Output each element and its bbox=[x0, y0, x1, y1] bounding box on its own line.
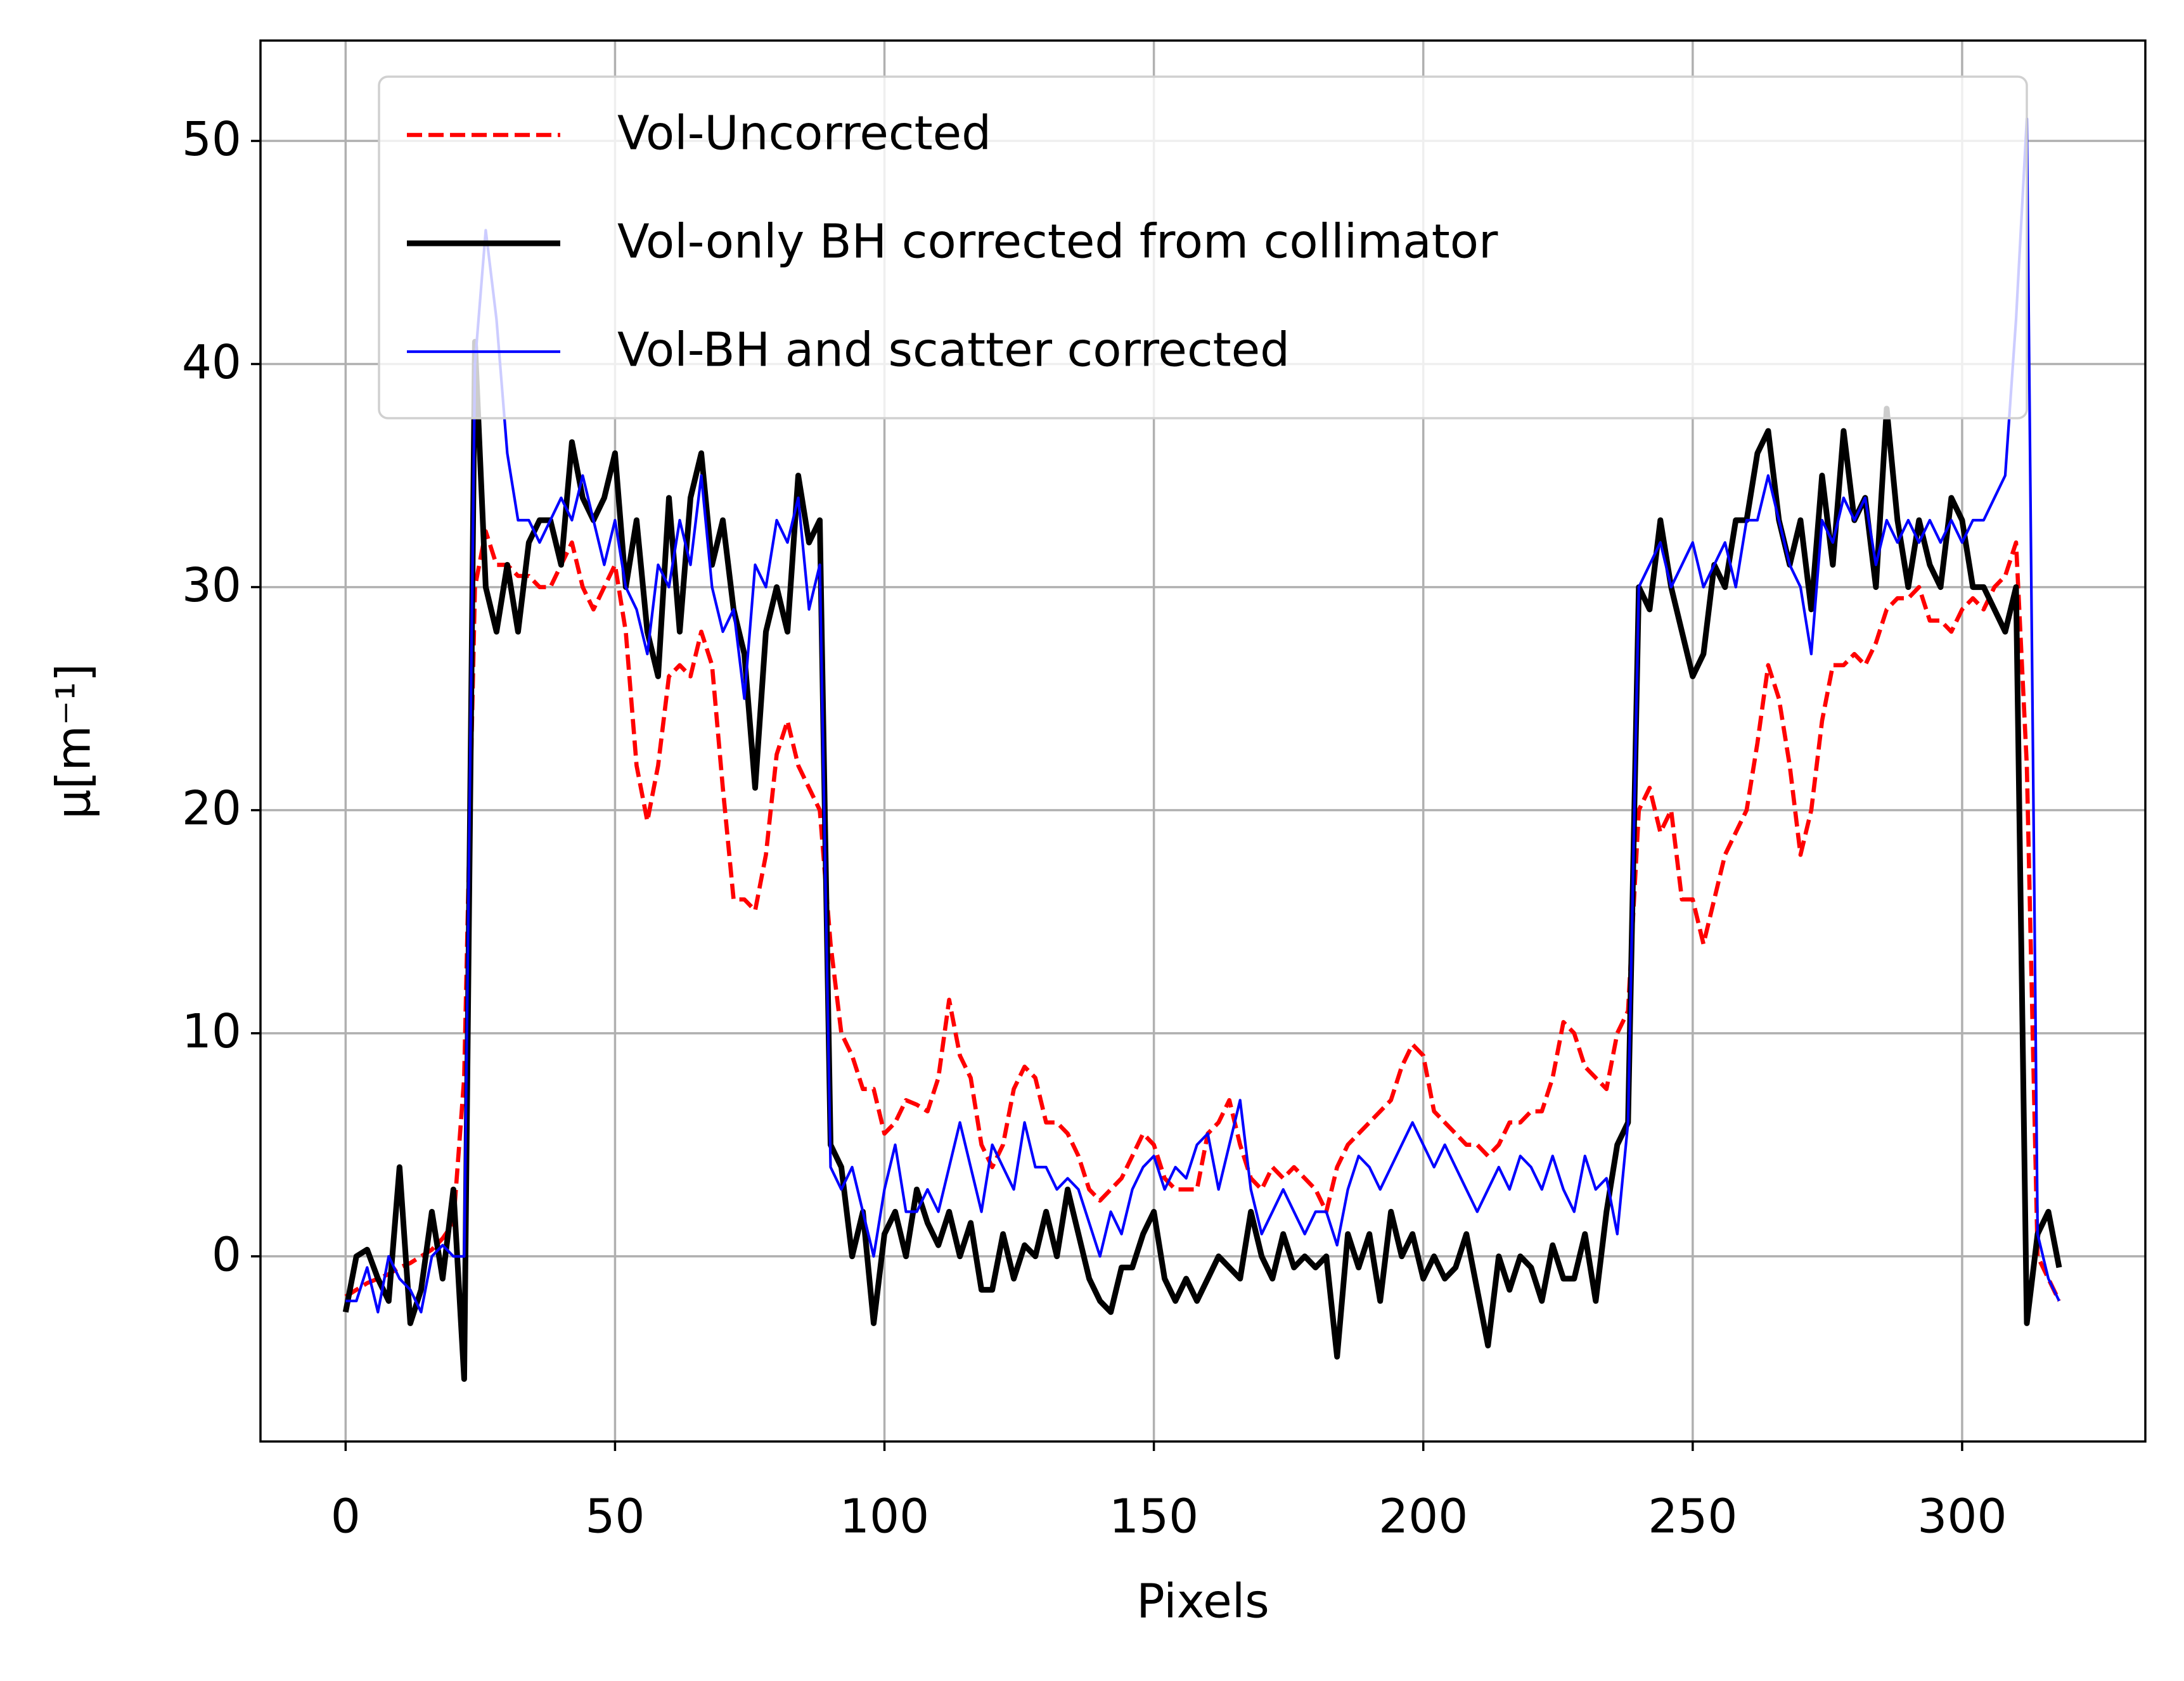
data-line bbox=[342, 338, 2062, 1382]
legend-label: Vol-Uncorrected bbox=[617, 106, 991, 161]
data-line bbox=[345, 117, 2060, 1313]
y-tick-label: 30 bbox=[182, 558, 241, 613]
y-tick-label: 50 bbox=[182, 112, 241, 167]
y-tick-label: 20 bbox=[182, 781, 241, 836]
x-tick-label: 100 bbox=[840, 1490, 929, 1544]
data-line bbox=[344, 529, 2061, 1302]
legend-box bbox=[378, 75, 2028, 419]
legend-label: Vol-BH and scatter corrected bbox=[617, 323, 1290, 378]
x-tick-label: 0 bbox=[331, 1490, 361, 1544]
legend-label: Vol-only BH corrected from collimator bbox=[617, 215, 1498, 269]
y-axis-label: μ[m⁻¹] bbox=[47, 663, 101, 819]
y-tick-label: 0 bbox=[212, 1227, 241, 1282]
x-tick-label: 250 bbox=[1648, 1490, 1737, 1544]
x-tick-label: 300 bbox=[1917, 1490, 2007, 1544]
x-axis-label: Pixels bbox=[1136, 1575, 1269, 1629]
y-tick-label: 10 bbox=[182, 1004, 241, 1059]
legend: Vol-Uncorrected Vol-only BH corrected fro… bbox=[378, 75, 2028, 419]
x-tick-label: 200 bbox=[1378, 1490, 1468, 1544]
plot-frame bbox=[259, 39, 2147, 1443]
x-tick-label: 50 bbox=[585, 1490, 645, 1544]
y-tick-label: 40 bbox=[182, 335, 241, 390]
x-tick-label: 150 bbox=[1109, 1490, 1198, 1544]
